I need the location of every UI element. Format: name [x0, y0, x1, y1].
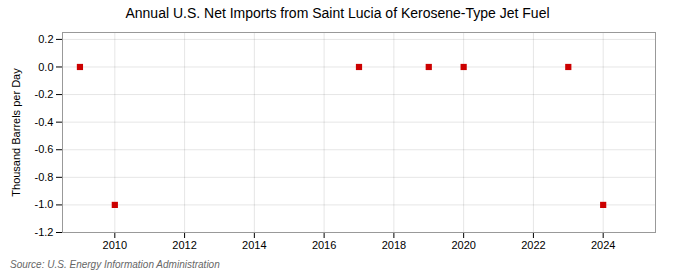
svg-text:2022: 2022: [521, 239, 545, 251]
svg-text:-1.2: -1.2: [35, 226, 54, 238]
svg-text:0.2: 0.2: [38, 33, 53, 45]
svg-text:Thousand Barrels per Day: Thousand Barrels per Day: [10, 68, 22, 197]
svg-text:2014: 2014: [242, 239, 266, 251]
svg-text:-0.4: -0.4: [35, 116, 54, 128]
svg-text:-0.6: -0.6: [35, 143, 54, 155]
svg-text:-1.0: -1.0: [35, 198, 54, 210]
svg-text:2020: 2020: [451, 239, 475, 251]
svg-text:2016: 2016: [312, 239, 336, 251]
svg-text:-0.2: -0.2: [35, 88, 54, 100]
html-text:Source: U.S. Energy Informatio: Source: U.S. Energy Information Administ…: [10, 259, 220, 270]
html-text:Annual U.S. Net Imports from S: Annual U.S. Net Imports from Saint Lucia…: [125, 5, 550, 21]
svg-text:2010: 2010: [103, 239, 127, 251]
svg-text:-0.8: -0.8: [35, 171, 54, 183]
svg-text:2024: 2024: [591, 239, 615, 251]
svg-text:0.0: 0.0: [38, 61, 53, 73]
svg-text:2012: 2012: [172, 239, 196, 251]
svg-text:2018: 2018: [382, 239, 406, 251]
